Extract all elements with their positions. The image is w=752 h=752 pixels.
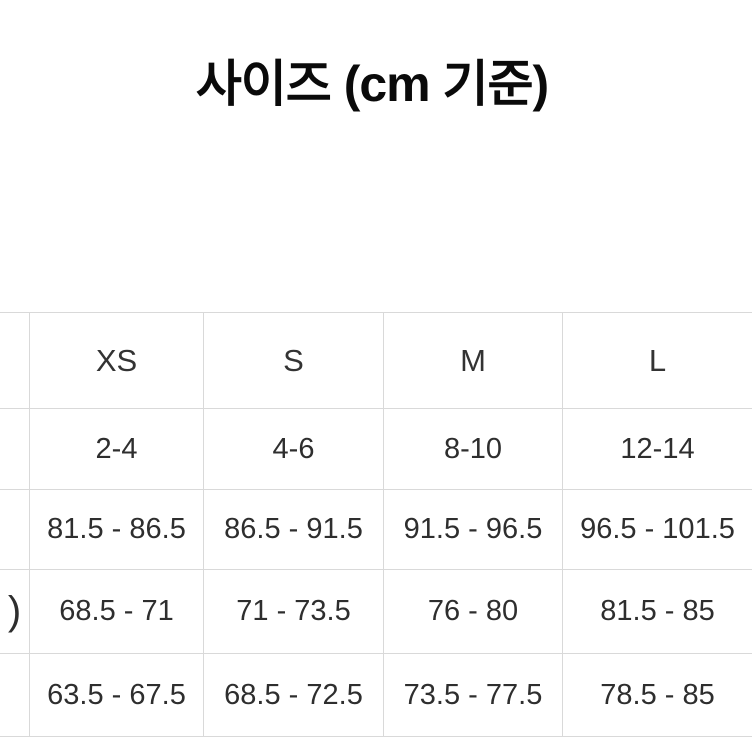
table-cell: 76 - 80	[384, 570, 563, 654]
size-table: XS S M L 2-4 4-6 8-10 12-14 81.5 - 86.5 …	[0, 312, 752, 737]
table-corner-cell	[0, 313, 30, 409]
table-cell: 86.5 - 91.5	[204, 490, 384, 570]
table-cell: 68.5 - 72.5	[204, 654, 384, 737]
table-cell: 4-6	[204, 409, 384, 490]
table-cell: 73.5 - 77.5	[384, 654, 563, 737]
row-label-cell	[0, 654, 30, 737]
column-header-s: S	[204, 313, 384, 409]
table-cell: 71 - 73.5	[204, 570, 384, 654]
column-header-l: L	[563, 313, 752, 409]
column-header-m: M	[384, 313, 563, 409]
table-cell: 12-14	[563, 409, 752, 490]
table-cell: 2-4	[30, 409, 204, 490]
row-label-cell	[0, 490, 30, 570]
table-cell: 81.5 - 86.5	[30, 490, 204, 570]
table-cell: 78.5 - 85	[563, 654, 752, 737]
row-label-cell	[0, 409, 30, 490]
table-cell: 96.5 - 101.5	[563, 490, 752, 570]
row-label-cell-cropped: )	[0, 570, 30, 654]
page-title: 사이즈 (cm 기준)	[195, 56, 549, 112]
table-cell: 91.5 - 96.5	[384, 490, 563, 570]
table-cell: 68.5 - 71	[30, 570, 204, 654]
column-header-xs: XS	[30, 313, 204, 409]
table-cell: 8-10	[384, 409, 563, 490]
table-cell: 63.5 - 67.5	[30, 654, 204, 737]
table-cell: 81.5 - 85	[563, 570, 752, 654]
